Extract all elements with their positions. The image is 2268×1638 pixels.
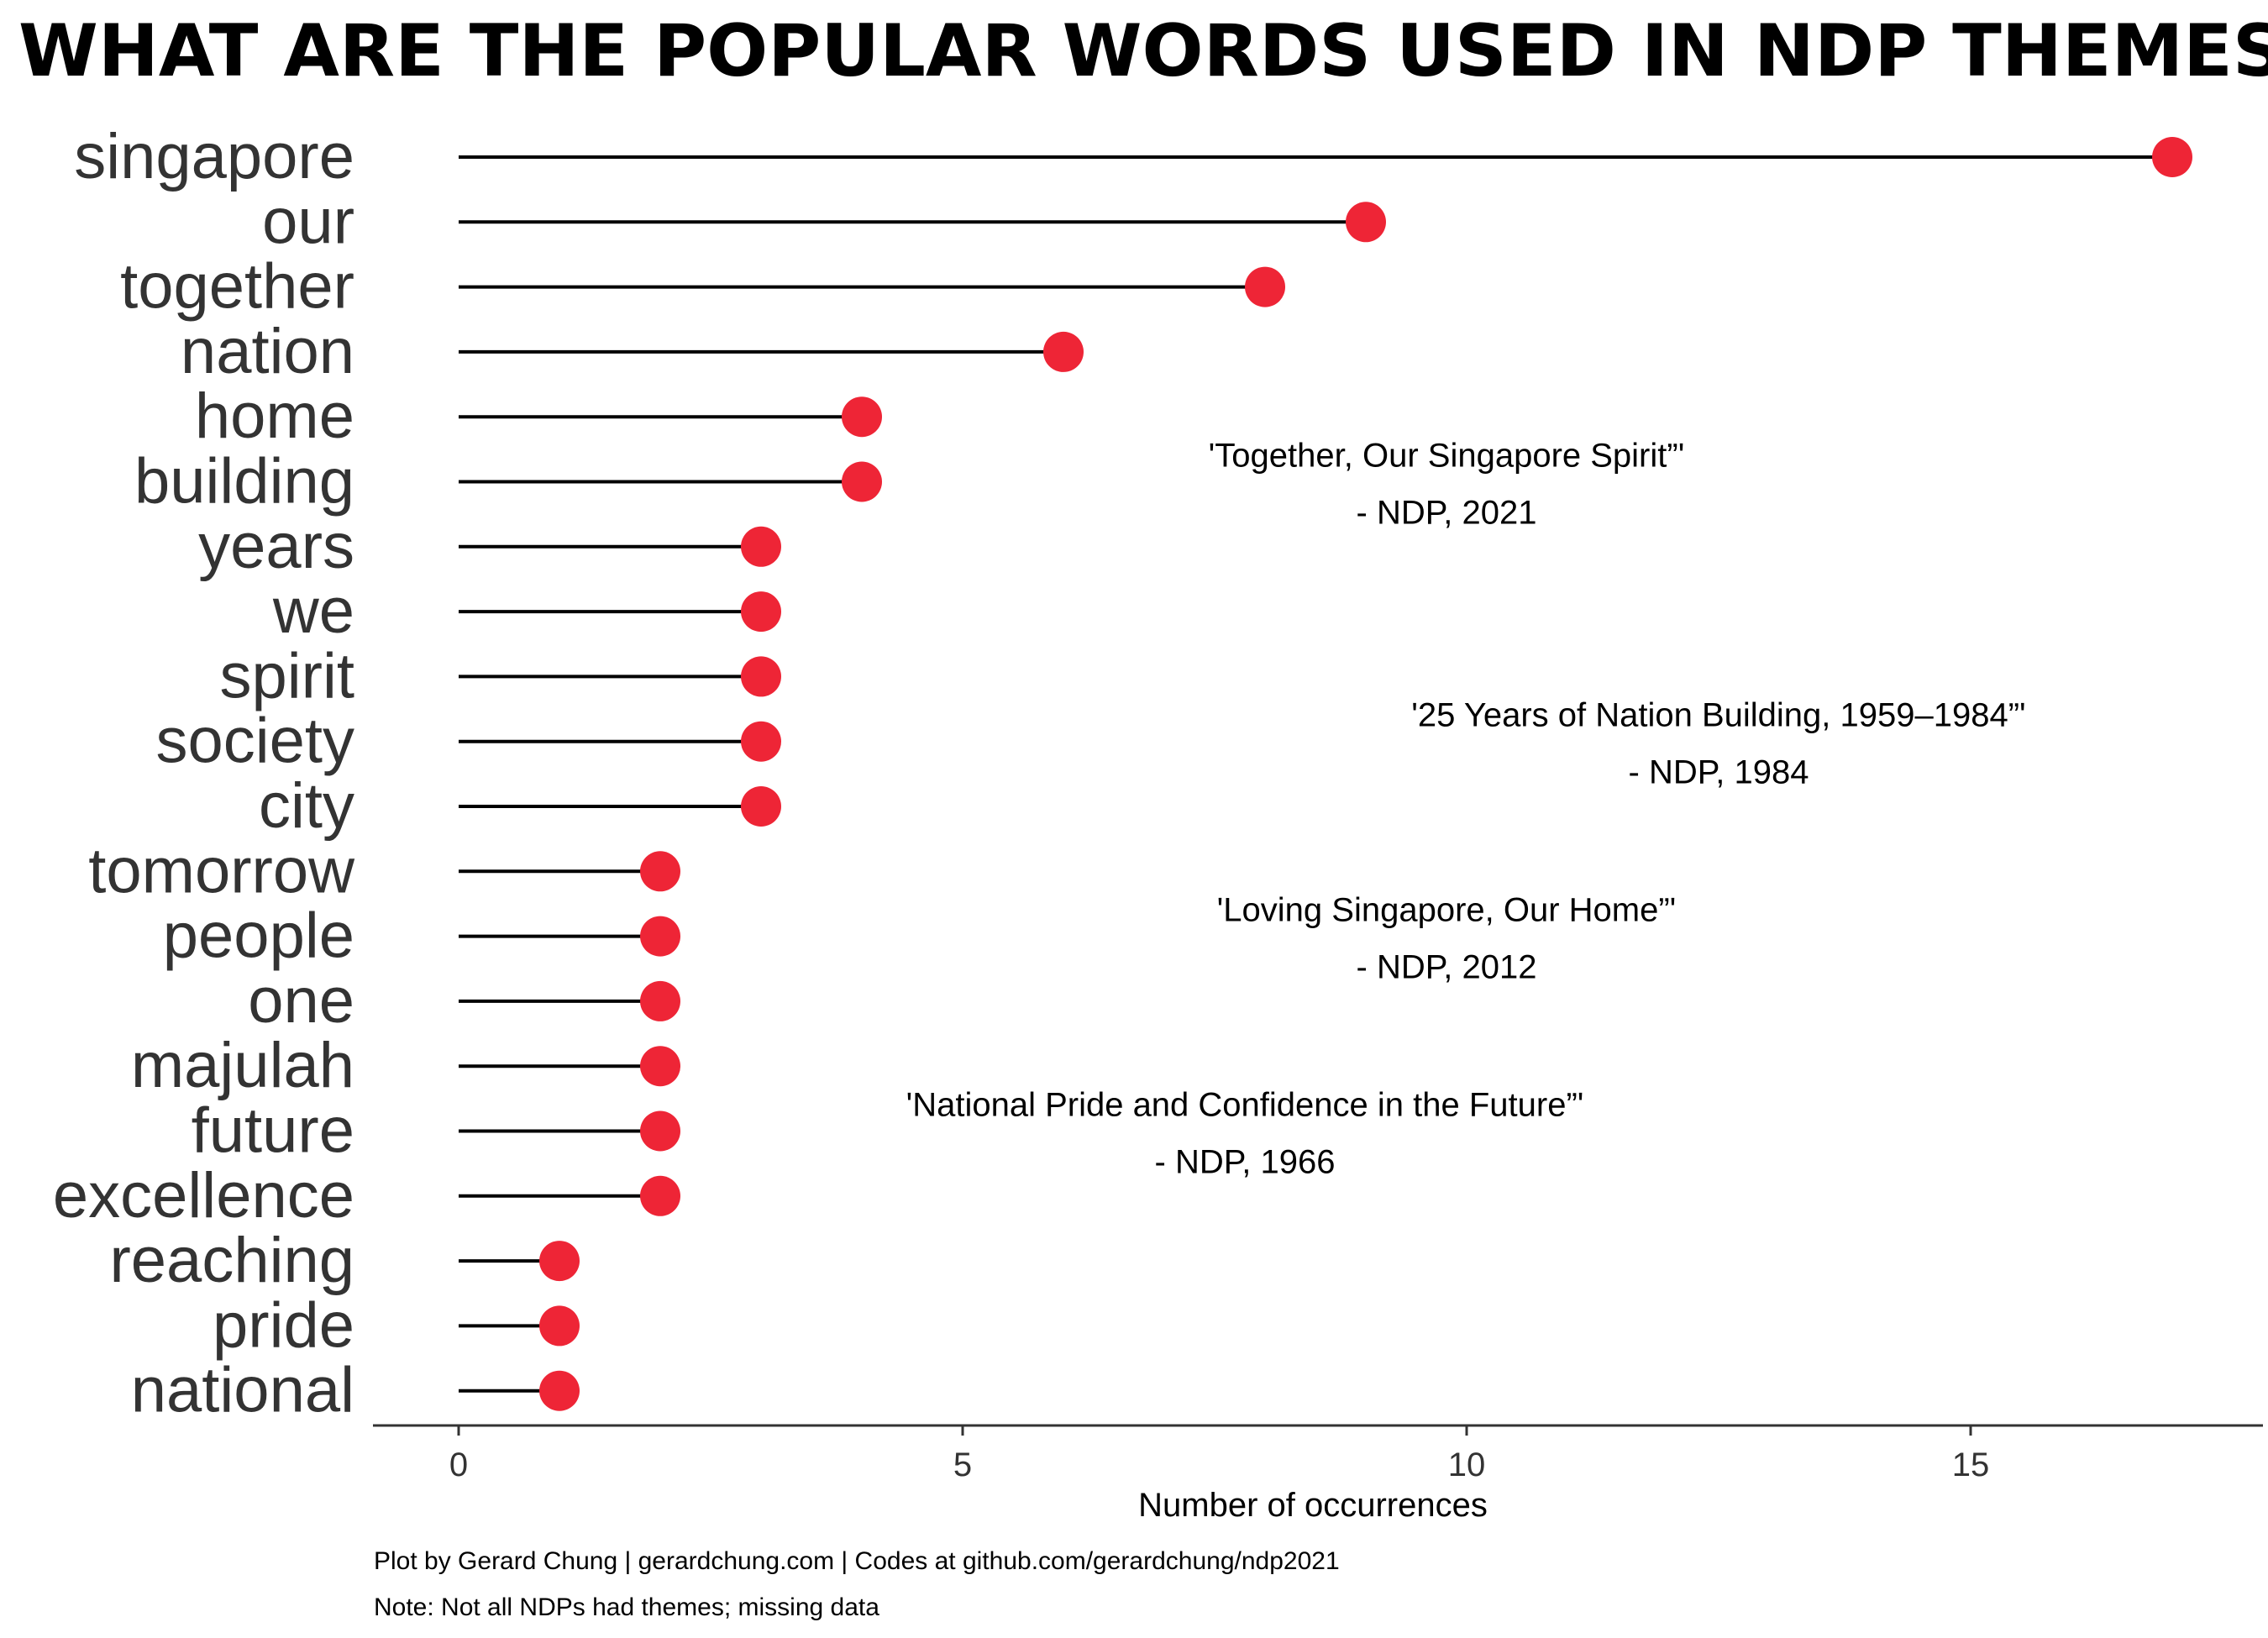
annotation-source-0: - NDP, 2021 [1357,494,1537,531]
point-years [741,526,781,567]
point-city [741,786,781,827]
point-society [741,721,781,762]
annotation-source-3: - NDP, 1966 [1155,1143,1336,1180]
y-label-together: together [120,251,354,323]
point-future [640,1110,680,1152]
point-building [842,461,882,502]
point-people [640,916,680,957]
y-label-nation: nation [181,316,354,387]
y-label-excellence: excellence [53,1160,354,1231]
point-majulah [640,1046,680,1087]
y-label-our: our [262,186,354,257]
points-layer [539,137,2192,1411]
annotation-quote-0: 'Together, Our Singapore Spirit”' [1209,437,1685,474]
y-tick-labels: singaporeourtogethernationhomebuildingye… [53,121,355,1426]
annotation-source-1: - NDP, 1984 [1629,754,1809,791]
y-label-tomorrow: tomorrow [88,835,355,906]
point-pride [539,1305,580,1347]
y-label-building: building [134,446,354,517]
y-label-home: home [195,381,354,452]
y-label-singapore: singapore [74,121,354,192]
point-we [741,591,781,633]
x-axis-label: Number of occurrences [1138,1487,1488,1524]
annotation-quote-3: 'National Pride and Confidence in the Fu… [906,1086,1584,1123]
y-label-years: years [198,511,354,582]
y-label-majulah: majulah [131,1030,354,1101]
annotation-quote-1: '25 Years of Nation Building, 1959–1984”… [1411,697,2025,734]
y-label-future: future [192,1095,354,1167]
y-label-spirit: spirit [220,640,354,711]
caption-note: Note: Not all NDPs had themes; missing d… [374,1593,879,1621]
y-label-national: national [131,1355,354,1426]
point-one [640,980,680,1021]
x-tick-label-5: 5 [953,1446,972,1483]
annotation-source-2: - NDP, 2012 [1357,948,1537,985]
point-spirit [741,656,781,697]
y-label-people: people [163,900,354,972]
point-home [842,396,882,438]
x-tick-label-15: 15 [1952,1446,1990,1483]
point-singapore [2152,137,2192,177]
point-together [1245,266,1285,307]
x-ticks: 0 5 10 15 [449,1425,1989,1483]
annotation-quote-2: 'Loving Singapore, Our Home”' [1217,891,1677,928]
point-excellence [640,1175,680,1216]
x-tick-label-0: 0 [449,1446,468,1483]
y-label-one: one [248,965,354,1037]
point-our [1346,202,1386,243]
y-label-reaching: reaching [109,1225,354,1296]
y-label-we: we [272,575,354,647]
y-label-pride: pride [213,1289,354,1361]
point-national [539,1370,580,1411]
point-tomorrow [640,851,680,892]
stems-layer [459,155,2172,1393]
chart-title: WHAT ARE THE POPULAR WORDS USED IN NDP T… [18,9,2268,93]
point-reaching [539,1241,580,1282]
point-nation [1043,331,1084,372]
x-tick-label-10: 10 [1448,1446,1486,1483]
y-label-city: city [259,770,354,842]
y-label-society: society [155,706,354,777]
annotations: 'Together, Our Singapore Spirit”' - NDP, … [906,437,2026,1180]
caption-credit: Plot by Gerard Chung | gerardchung.com |… [374,1547,1340,1575]
